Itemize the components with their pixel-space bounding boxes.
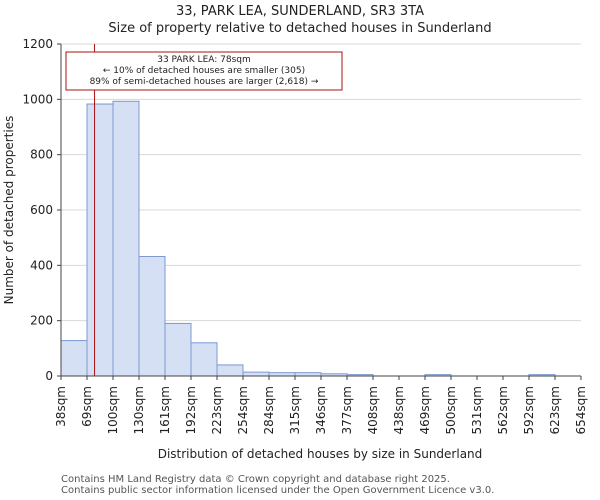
bar — [112, 100, 140, 377]
x-tick-label: 223sqm — [210, 386, 224, 434]
bar — [60, 340, 88, 377]
bar — [242, 371, 270, 377]
x-tick-label: 284sqm — [262, 386, 276, 434]
x-tick-label: 100sqm — [106, 386, 120, 434]
x-tick-label: 654sqm — [574, 386, 588, 434]
x-tick-label: 69sqm — [80, 386, 94, 427]
y-tick-label: 400 — [30, 258, 53, 272]
x-tick-label: 377sqm — [340, 386, 354, 434]
x-axis-label: Distribution of detached houses by size … — [158, 447, 483, 461]
x-tick-label: 346sqm — [314, 386, 328, 434]
annotation-line: ← 10% of detached houses are smaller (30… — [103, 66, 305, 76]
annotation-line: 89% of semi-detached houses are larger (… — [90, 77, 319, 87]
chart-title: 33, PARK LEA, SUNDERLAND, SR3 3TA — [176, 4, 424, 19]
bars-group — [60, 100, 556, 377]
x-tick-label: 562sqm — [496, 386, 510, 434]
y-tick-labels: 0 200 400 600 800 1000 1200 — [22, 37, 53, 383]
x-tick-label: 623sqm — [548, 386, 562, 434]
y-tick-label: 0 — [45, 369, 53, 383]
x-tick-label: 315sqm — [288, 386, 302, 434]
x-tick-labels: 38sqm 69sqm 100sqm 130sqm 161sqm 192sqm 223sqm… — [54, 386, 588, 434]
bar — [138, 255, 166, 377]
axes-group — [57, 43, 582, 380]
y-tick-label: 1000 — [22, 92, 53, 106]
annotation-line: 33 PARK LEA: 78sqm — [157, 55, 251, 65]
bar — [86, 103, 114, 377]
x-tick-label: 500sqm — [444, 386, 458, 434]
property-marker: 33 PARK LEA: 78sqm← 10% of detached hous… — [65, 44, 343, 376]
bar — [190, 342, 218, 377]
x-tick-label: 592sqm — [522, 386, 536, 434]
x-tick-label: 192sqm — [184, 386, 198, 434]
x-tick-label: 531sqm — [470, 386, 484, 434]
y-tick-label: 600 — [30, 203, 53, 217]
annotation-box — [65, 51, 343, 91]
chart-subtitle: Size of property relative to detached ho… — [108, 21, 491, 36]
x-tick-label: 408sqm — [366, 386, 380, 434]
bar — [164, 322, 192, 377]
x-tick-label: 38sqm — [54, 386, 68, 427]
y-tick-label: 800 — [30, 148, 53, 162]
footer-licence: Contains public sector information licen… — [61, 485, 495, 496]
x-tick-label: 254sqm — [236, 386, 250, 434]
y-tick-label: 200 — [30, 314, 53, 328]
footer-copyright: Contains HM Land Registry data © Crown c… — [61, 474, 450, 485]
x-tick-label: 438sqm — [392, 386, 406, 434]
y-axis-label: Number of detached properties — [2, 116, 16, 305]
x-tick-label: 469sqm — [418, 386, 432, 434]
x-tick-label: 130sqm — [132, 386, 146, 434]
y-tick-label: 1200 — [22, 37, 53, 51]
x-tick-label: 161sqm — [158, 386, 172, 434]
bar — [216, 364, 244, 377]
